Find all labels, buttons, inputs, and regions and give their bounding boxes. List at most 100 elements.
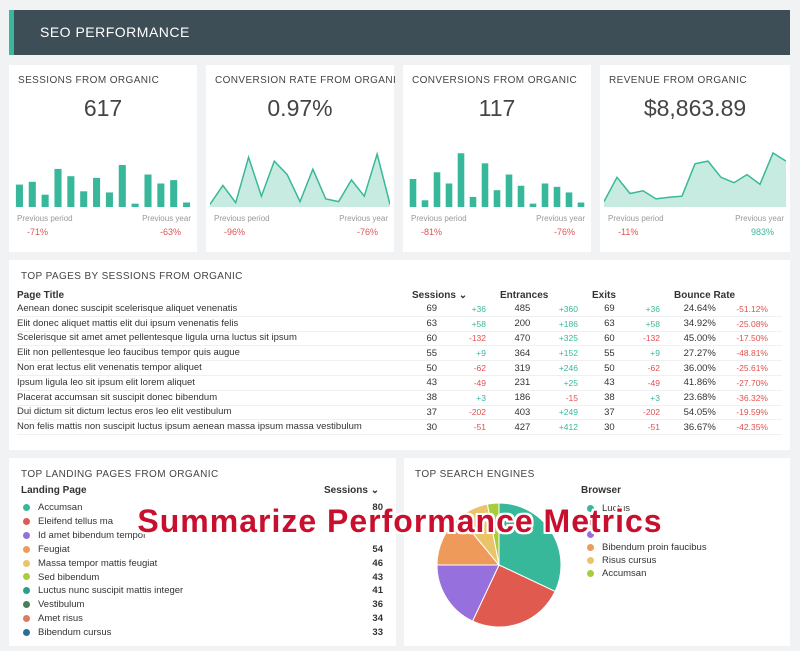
page-title-cell[interactable]: Elit non pellentesque leo faucibus tempo… <box>17 345 412 362</box>
table-row[interactable]: Ipsum ligula leo sit ipsum elit lorem al… <box>17 375 782 391</box>
legend-dot-icon <box>587 530 594 538</box>
bounce-cell: 27.27% <box>674 345 726 362</box>
table-row[interactable]: Elit non pellentesque leo faucibus tempo… <box>17 345 782 362</box>
bounce-cell: 24.64% <box>674 302 726 317</box>
exits-cell: 55 <box>592 345 625 362</box>
list-item[interactable]: Vestibulum 36 <box>23 599 383 613</box>
legend-item[interactable] <box>587 529 602 543</box>
exits-cell: 50 <box>592 360 625 376</box>
landing-page-sessions: 34 <box>372 613 383 625</box>
exits-delta-cell: +3 <box>624 390 674 406</box>
pie-slice[interactable] <box>436 564 500 622</box>
entrances-delta-cell: -15 <box>540 390 592 406</box>
header-accent-bar <box>9 10 14 55</box>
table-row[interactable]: Elit donec aliquet mattis elit dui ipsum… <box>17 316 782 332</box>
page-title-cell[interactable]: Aenean donec suscipit scelerisque alique… <box>17 302 412 317</box>
table-row[interactable]: Aenean donec suscipit scelerisque alique… <box>17 302 782 317</box>
list-item[interactable]: Luctus nunc suscipit mattis integer 41 <box>23 585 383 599</box>
landing-page-label: Luctus nunc suscipit mattis integer <box>38 585 184 597</box>
sessions-cell: 55 <box>412 345 448 362</box>
entrances-delta-cell: +325 <box>540 331 592 347</box>
page-title-cell[interactable]: Dui dictum sit dictum lectus eros leo el… <box>17 405 412 421</box>
list-item[interactable]: Accumsan 80 <box>23 502 383 516</box>
bounce-delta-cell: -48.81% <box>725 345 782 362</box>
exits-cell: 69 <box>592 302 625 317</box>
landing-pages-title: TOP LANDING PAGES FROM ORGANIC <box>21 469 219 480</box>
legend-dot-icon <box>23 503 30 511</box>
entrances-cell: 319 <box>500 360 541 376</box>
col-landing-page[interactable]: Landing Page <box>21 485 87 496</box>
landing-page-label: Accumsan <box>38 502 83 513</box>
col-sessions[interactable]: Sessions ⌄ <box>412 289 468 301</box>
legend-label: Risus cursus <box>602 555 657 566</box>
entrances-cell: 186 <box>500 390 541 406</box>
exits-cell: 63 <box>592 316 625 332</box>
list-item[interactable]: Massa tempor mattis feugiat 46 <box>23 558 383 572</box>
landing-page-sessions: 43 <box>372 571 383 583</box>
kpi-bar <box>445 183 453 207</box>
legend-item[interactable]: Accumsan <box>587 568 646 582</box>
table-row[interactable]: Dui dictum sit dictum lectus eros leo el… <box>17 405 782 421</box>
page-title-cell[interactable]: Ipsum ligula leo sit ipsum elit lorem al… <box>17 375 412 391</box>
bounce-cell: 36.67% <box>674 419 726 436</box>
kpi-sparkline <box>15 165 191 207</box>
landing-page-label: Vestibulum <box>38 599 85 611</box>
kpi-bar <box>54 168 62 207</box>
kpi-bar <box>105 192 113 207</box>
kpi-prev-year-change: -76% <box>553 227 575 237</box>
kpi-value: 0.97% <box>267 95 333 121</box>
kpi-value: 617 <box>83 95 123 121</box>
legend-item[interactable] <box>587 516 602 530</box>
sessions-delta-cell: +3 <box>447 390 500 406</box>
bounce-delta-cell: -36.32% <box>725 390 782 406</box>
table-row[interactable]: Placerat accumsan sit suscipit donec bib… <box>17 390 782 406</box>
kpi-area <box>210 154 390 207</box>
pie-slice[interactable] <box>436 516 501 566</box>
list-item[interactable]: Id amet bibendum tempor <box>23 530 383 544</box>
sessions-delta-cell: -62 <box>447 360 500 376</box>
page-title-cell[interactable]: Scelerisque sit amet amet pellentesque l… <box>17 331 412 347</box>
list-item[interactable]: Bibendum cursus 33 <box>23 627 383 641</box>
page-title-cell[interactable]: Non erat lectus elit venenatis tempor al… <box>17 360 412 376</box>
page-title-cell[interactable]: Placerat accumsan sit suscipit donec bib… <box>17 390 412 406</box>
col-bounce-rate[interactable]: Bounce Rate <box>674 289 736 301</box>
legend-dot-icon <box>23 587 30 595</box>
legend-dot-icon <box>587 543 594 551</box>
kpi-bar <box>541 183 549 207</box>
legend-label: Bibendum proin faucibus <box>602 542 707 553</box>
col-page-title[interactable]: Page Title <box>17 289 65 301</box>
legend-item[interactable]: Risus cursus <box>587 555 656 569</box>
pie-slice[interactable] <box>471 564 556 628</box>
kpi-label: CONVERSION RATE FROM ORGANI <box>215 75 395 86</box>
kpi-bar <box>131 203 139 207</box>
page-title-cell[interactable]: Elit donec aliquet mattis elit dui ipsum… <box>17 316 412 332</box>
list-item[interactable]: Eleifend tellus ma <box>23 516 383 530</box>
kpi-prev-period-change: -11% <box>618 227 639 237</box>
col-landing-sessions[interactable]: Sessions ⌄ <box>324 485 380 496</box>
kpi-bar <box>41 194 49 207</box>
kpi-bar <box>157 183 165 207</box>
landing-page-label: Eleifend tellus ma <box>38 515 113 527</box>
kpi-prev-period-label: Previous period <box>411 214 467 223</box>
top-pages-card: TOP PAGES BY SESSIONS FROM ORGANIC Page … <box>9 260 790 450</box>
legend-dot-icon <box>23 615 30 623</box>
kpi-label: CONVERSIONS FROM ORGANIC <box>412 75 578 86</box>
pie-slice[interactable] <box>486 502 500 566</box>
kpi-bar <box>469 196 477 207</box>
list-item[interactable]: Amet risus 34 <box>23 613 383 627</box>
exits-delta-cell: -132 <box>624 331 674 347</box>
legend-item[interactable]: Luctus <box>587 503 630 517</box>
list-item[interactable]: Sed bibendum 43 <box>23 572 383 586</box>
kpi-area <box>604 153 786 207</box>
legend-item[interactable]: Bibendum proin faucibus <box>587 542 707 556</box>
col-entrances[interactable]: Entrances <box>500 289 549 301</box>
page-title-cell[interactable]: Non felis mattis non suscipit luctus ips… <box>17 419 412 436</box>
col-exits[interactable]: Exits <box>592 289 616 301</box>
table-row[interactable]: Non felis mattis non suscipit luctus ips… <box>17 419 782 436</box>
bounce-delta-cell: -51.12% <box>725 302 782 317</box>
table-row[interactable]: Non erat lectus elit venenatis tempor al… <box>17 360 782 376</box>
table-row[interactable]: Scelerisque sit amet amet pellentesque l… <box>17 331 782 347</box>
list-item[interactable]: Feugiat 54 <box>23 544 383 558</box>
pie-slice[interactable] <box>498 502 562 593</box>
exits-delta-cell: +36 <box>624 302 674 317</box>
